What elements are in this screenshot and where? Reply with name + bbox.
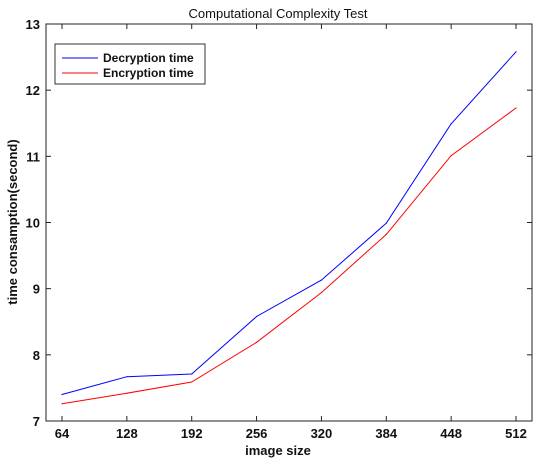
y-axis-ticks: 7 8 9 10 11 12 13: [26, 17, 532, 429]
data-point: [191, 373, 193, 375]
data-point: [126, 376, 128, 378]
data-point: [191, 381, 193, 383]
data-point: [515, 107, 517, 109]
y-axis-label: time consamption(second): [5, 139, 20, 304]
x-tick-label: 256: [246, 426, 268, 441]
series-line-decryption: [61, 51, 517, 395]
y-tick-label: 8: [33, 348, 40, 363]
data-point: [320, 292, 323, 294]
data-point: [126, 392, 128, 394]
y-tick-label: 12: [26, 83, 40, 98]
x-tick-label: 512: [505, 426, 527, 441]
chart-title: Computational Complexity Test: [189, 6, 368, 21]
x-tick-label: 448: [440, 426, 462, 441]
y-tick-label: 9: [33, 282, 40, 297]
data-point: [61, 403, 63, 405]
data-point: [255, 341, 258, 343]
plot-area: [45, 23, 533, 422]
y-tick-label: 10: [26, 216, 40, 231]
legend-label: Decryption time: [103, 51, 194, 65]
x-tick-label: 192: [181, 426, 203, 441]
x-tick-label: 384: [375, 426, 397, 441]
data-point: [515, 51, 517, 53]
x-tick-label: 320: [311, 426, 333, 441]
x-tick-label: 64: [55, 426, 70, 441]
legend-box: [54, 43, 206, 85]
series-layer: [61, 51, 517, 405]
data-point: [450, 123, 452, 125]
x-axis-label: image size: [245, 443, 311, 458]
data-point: [61, 393, 63, 396]
y-tick-label: 7: [33, 414, 40, 429]
data-point: [255, 315, 258, 318]
data-point: [450, 155, 452, 157]
data-point: [385, 222, 387, 224]
x-tick-label: 128: [116, 426, 138, 441]
x-axis-ticks: 64 128 192 256 320 384 448 512: [55, 24, 527, 441]
y-tick-label: 11: [26, 149, 40, 164]
data-point: [385, 233, 387, 236]
data-point: [320, 279, 323, 281]
series-line-encryption: [61, 107, 517, 405]
y-tick-label: 13: [26, 17, 40, 32]
plot-frame: [45, 23, 533, 422]
legend-label: Encryption time: [103, 66, 194, 80]
